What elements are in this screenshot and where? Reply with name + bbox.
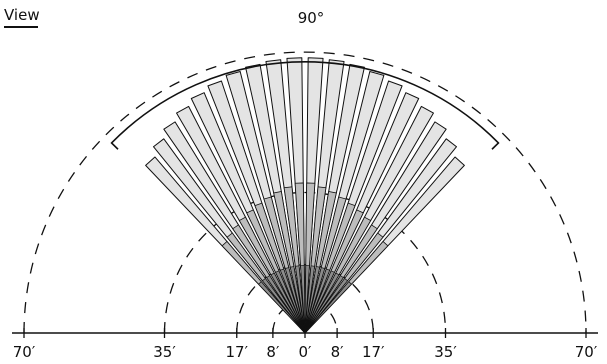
beam-near-zone <box>304 277 349 334</box>
range-arc-17 <box>236 264 374 334</box>
beam-near-zone <box>304 268 331 334</box>
view-label: View <box>4 6 40 24</box>
range-ticks <box>23 328 587 338</box>
beam <box>245 63 306 334</box>
beam-near-zone <box>258 281 306 334</box>
fov-arc <box>110 61 500 150</box>
range-label: 17′ <box>362 343 385 361</box>
beam <box>304 156 465 334</box>
range-label: 35′ <box>434 343 457 361</box>
beam <box>304 71 385 334</box>
beam-near-zone <box>304 275 344 334</box>
beam <box>265 59 306 334</box>
fov-label: 90° <box>298 9 325 27</box>
beam <box>176 105 306 334</box>
range-label: 0′ <box>299 343 313 361</box>
beam <box>225 71 306 334</box>
beam <box>304 138 458 334</box>
range-label: 35′ <box>153 343 176 361</box>
range-label: 8′ <box>266 343 280 361</box>
beam-fan <box>145 57 465 334</box>
beam-near-zone <box>284 267 306 334</box>
range-labels: 70′ 35′ 17′ 8′ 0′ 8′ 17′ 35′ 70′ <box>13 343 598 361</box>
beam <box>145 156 306 334</box>
range-arc-35 <box>163 191 447 334</box>
range-label: 70′ <box>575 343 598 361</box>
beam-near-zone <box>270 272 306 334</box>
beam-near-zone <box>304 281 352 334</box>
beam <box>163 121 306 334</box>
beam <box>286 57 306 334</box>
beam-near-zone <box>279 268 306 334</box>
beam <box>304 121 447 334</box>
beam-near-zone <box>300 265 306 334</box>
beam <box>190 92 306 334</box>
beam <box>304 80 403 334</box>
beam <box>304 59 345 334</box>
range-label: 8′ <box>331 343 345 361</box>
beam-near-zone <box>261 277 306 334</box>
beam <box>207 80 306 334</box>
range-arc-70 <box>23 51 587 334</box>
beam-near-zone <box>266 275 306 334</box>
range-label: 70′ <box>13 343 36 361</box>
beam-near-zone <box>295 265 306 334</box>
beam-near-zone <box>275 270 306 334</box>
beam-near-zone <box>304 272 340 334</box>
range-label: 17′ <box>226 343 249 361</box>
beam-near-zone <box>289 266 306 334</box>
beam <box>304 105 434 334</box>
beam <box>152 138 306 334</box>
beam <box>304 57 324 334</box>
beam-near-zone <box>304 270 335 334</box>
beam <box>304 92 420 334</box>
view-label-underline <box>4 26 38 28</box>
